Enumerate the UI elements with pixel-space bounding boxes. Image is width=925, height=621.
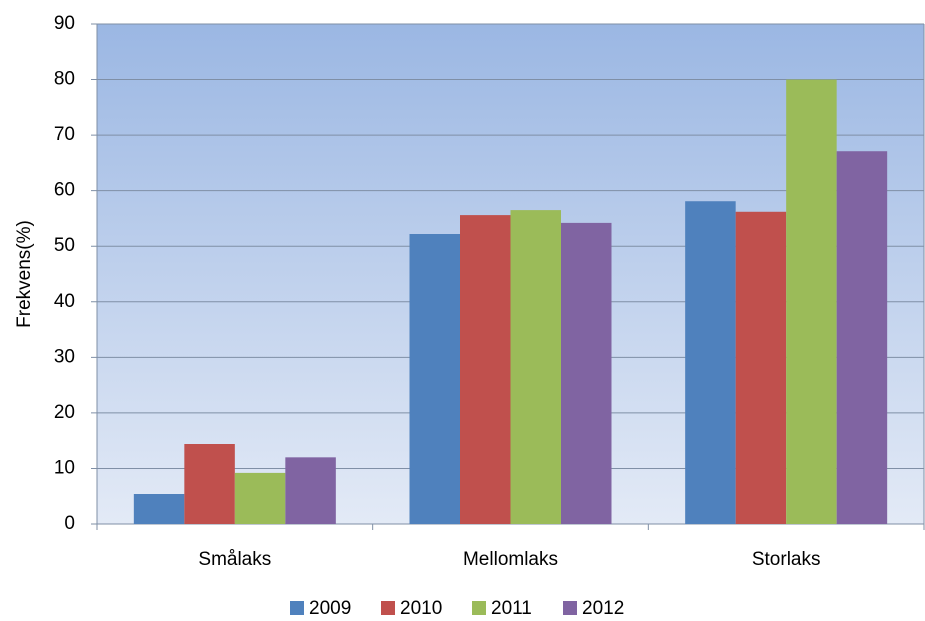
- bar: [786, 79, 837, 525]
- y-tick-label: 50: [54, 235, 75, 256]
- x-tick-label: Mellomlaks: [463, 549, 558, 570]
- legend-label: 2012: [582, 598, 624, 619]
- y-tick-label: 0: [64, 513, 75, 534]
- bar: [285, 457, 336, 524]
- y-tick-label: 80: [54, 69, 75, 90]
- bar: [735, 211, 787, 524]
- bar: [836, 151, 888, 524]
- y-tick-label: 20: [54, 402, 75, 423]
- legend-label: 2009: [309, 598, 351, 619]
- y-tick-label: 70: [54, 124, 75, 145]
- y-tick-label: 40: [54, 291, 75, 312]
- x-tick-label: Storlaks: [752, 549, 821, 570]
- bar: [561, 222, 612, 524]
- legend-swatch: [563, 601, 577, 615]
- bar: [460, 215, 511, 524]
- y-tick-label: 10: [54, 457, 75, 478]
- bar: [184, 444, 235, 524]
- legend-swatch: [472, 601, 486, 615]
- y-tick-label: 30: [54, 346, 75, 367]
- y-tick-label: 90: [54, 13, 75, 34]
- bar: [510, 210, 561, 524]
- bar: [685, 201, 736, 524]
- y-axis-label: Frekvens(%): [14, 220, 35, 328]
- legend-swatch: [381, 601, 395, 615]
- bar: [234, 472, 286, 524]
- legend-swatch: [290, 601, 304, 615]
- legend-label: 2011: [491, 598, 532, 619]
- y-tick-label: 60: [54, 180, 75, 201]
- bar: [133, 494, 185, 524]
- x-tick-label: Smålaks: [198, 549, 271, 570]
- legend-label: 2010: [400, 598, 442, 619]
- bar: [409, 234, 460, 524]
